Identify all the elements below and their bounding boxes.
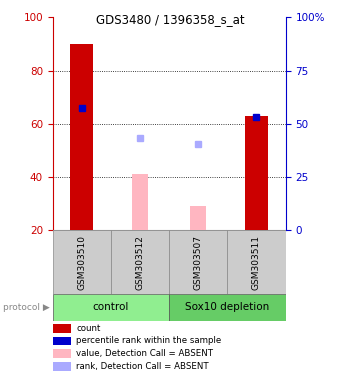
Text: GDS3480 / 1396358_s_at: GDS3480 / 1396358_s_at bbox=[96, 13, 244, 26]
Text: value, Detection Call = ABSENT: value, Detection Call = ABSENT bbox=[76, 349, 214, 358]
Bar bbox=[132, 174, 148, 230]
Bar bbox=[245, 116, 268, 230]
Text: protocol ▶: protocol ▶ bbox=[3, 303, 50, 312]
Text: count: count bbox=[76, 324, 101, 333]
Bar bbox=[227, 230, 286, 294]
Bar bbox=[169, 294, 286, 321]
Bar bbox=[53, 230, 111, 294]
Text: GSM303510: GSM303510 bbox=[77, 235, 86, 290]
Bar bbox=[53, 294, 169, 321]
Text: percentile rank within the sample: percentile rank within the sample bbox=[76, 336, 222, 346]
Text: control: control bbox=[93, 302, 129, 312]
Text: rank, Detection Call = ABSENT: rank, Detection Call = ABSENT bbox=[76, 362, 209, 371]
Bar bbox=[111, 230, 169, 294]
Bar bbox=[169, 230, 227, 294]
Text: GSM303512: GSM303512 bbox=[136, 235, 144, 290]
Text: Sox10 depletion: Sox10 depletion bbox=[185, 302, 270, 312]
Text: GSM303507: GSM303507 bbox=[194, 235, 203, 290]
Text: GSM303511: GSM303511 bbox=[252, 235, 261, 290]
Bar bbox=[190, 207, 206, 230]
Bar bbox=[70, 44, 94, 230]
